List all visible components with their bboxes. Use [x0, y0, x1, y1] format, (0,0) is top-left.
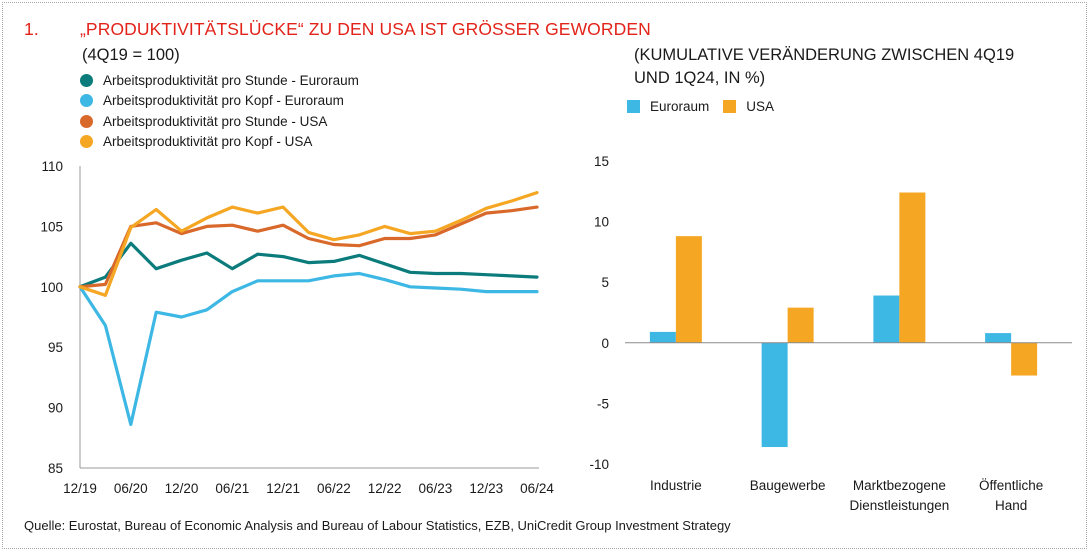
- bar-euroraum-3: [873, 295, 900, 343]
- source-note: Quelle: Eurostat, Bureau of Economic Ana…: [24, 518, 731, 533]
- legend-label-head-euro: Arbeitsproduktivität pro Kopf - Euroraum: [103, 93, 344, 109]
- line-chart-x-tick-label: 06/23: [419, 481, 453, 496]
- legend-marker-hour-euro: [80, 73, 93, 87]
- line-chart-y-tick-label: 105: [40, 219, 63, 234]
- line-chart-x-tick-label: 06/21: [215, 481, 249, 496]
- bar-chart-category-label: Marktbezogene: [853, 478, 946, 493]
- bar-chart-category-label: Öffentliche: [979, 478, 1043, 493]
- bar-chart-y-tick-label: 10: [594, 215, 609, 230]
- bar-usa-4: [1011, 342, 1038, 376]
- bar-usa-2: [787, 307, 814, 343]
- left-chart-subtitle: (4Q19 = 100): [82, 46, 180, 64]
- legend-item-hour-euro: Arbeitsproduktivität pro Stunde - Eurora…: [80, 70, 359, 91]
- bar-chart-category-label: Dienstleistungen: [849, 498, 949, 513]
- line-series-2: [78, 271, 539, 427]
- line-chart-x-tick-label: 06/24: [520, 481, 554, 496]
- legend-item-euroraum: Euroraum: [627, 99, 709, 114]
- bar-usa-3: [899, 192, 926, 343]
- line-series-1: [78, 241, 539, 289]
- line-chart-x-tick-label: 12/19: [63, 481, 97, 496]
- legend-item-hour-usa: Arbeitsproduktivität pro Stunde - USA: [80, 111, 359, 132]
- line-chart-x-tick-label: 12/22: [368, 481, 402, 496]
- right-subtitle-line-1: (KUMULATIVE VERÄNDERUNG ZWISCHEN 4Q19: [634, 46, 1015, 64]
- line-chart-y-tick-label: 90: [48, 401, 63, 416]
- bar-chart-legend: Euroraum USA: [627, 99, 788, 114]
- legend-marker-euroraum: [627, 100, 640, 113]
- line-chart-x-tick-label: 12/20: [165, 481, 199, 496]
- line-chart-y-tick-label: 95: [48, 340, 63, 355]
- bar-chart-y-tick-label: 5: [601, 275, 609, 290]
- line-chart-y-tick-label: 100: [40, 280, 63, 295]
- legend-marker-usa: [723, 100, 737, 113]
- line-chart-x-tick-label: 06/22: [317, 481, 351, 496]
- line-chart-x-tick-label: 12/23: [469, 481, 503, 496]
- legend-label-hour-usa: Arbeitsproduktivität pro Stunde - USA: [103, 113, 328, 129]
- line-chart-y-tick-label: 110: [41, 159, 63, 174]
- line-series-3: [78, 205, 539, 289]
- bar-euroraum-2: [761, 342, 788, 448]
- line-chart-legend: Arbeitsproduktivität pro Stunde - Eurora…: [80, 70, 359, 152]
- legend-label-hour-euro: Arbeitsproduktivität pro Stunde - Eurora…: [103, 72, 359, 88]
- bar-euroraum-4: [985, 333, 1012, 343]
- bar-chart-y-tick-label: -10: [589, 457, 609, 472]
- bar-chart-category-label: Baugewerbe: [750, 478, 826, 493]
- chart-heading: 1. „PRODUKTIVITÄTSLÜCKE“ ZU DEN USA IST G…: [24, 19, 651, 40]
- bar-chart-y-tick-label: 0: [601, 336, 609, 351]
- legend-marker-head-euro: [80, 94, 93, 108]
- bar-chart-category-label: Hand: [995, 498, 1027, 513]
- heading-title: „PRODUKTIVITÄTSLÜCKE“ ZU DEN USA IST GRÖ…: [80, 19, 651, 39]
- legend-item-head-euro: Arbeitsproduktivität pro Kopf - Euroraum: [80, 91, 359, 112]
- line-series-4: [78, 191, 539, 297]
- bar-usa-1: [675, 236, 702, 343]
- legend-item-head-usa: Arbeitsproduktivität pro Kopf - USA: [80, 132, 359, 153]
- heading-number: 1.: [24, 19, 39, 39]
- right-chart-subtitle: (KUMULATIVE VERÄNDERUNG ZWISCHEN 4Q19 UN…: [634, 44, 1014, 90]
- line-chart-x-tick-label: 12/21: [266, 481, 300, 496]
- legend-marker-head-usa: [80, 135, 93, 149]
- bar-chart-y-tick-label: -5: [597, 396, 609, 411]
- line-chart-y-tick-label: 85: [48, 461, 63, 476]
- legend-item-usa: USA: [723, 99, 774, 114]
- line-chart-x-tick-label: 06/20: [114, 481, 148, 496]
- legend-label-usa: USA: [746, 99, 775, 114]
- legend-marker-hour-usa: [80, 114, 93, 128]
- bar-chart-y-tick-label: 15: [594, 154, 609, 169]
- bar-chart-category-label: Industrie: [650, 478, 702, 493]
- bar-euroraum-1: [649, 331, 676, 343]
- legend-label-head-usa: Arbeitsproduktivität pro Kopf - USA: [103, 134, 313, 150]
- legend-label-euroraum: Euroraum: [650, 99, 710, 114]
- right-subtitle-line-2: UND 1Q24, IN %): [634, 69, 766, 87]
